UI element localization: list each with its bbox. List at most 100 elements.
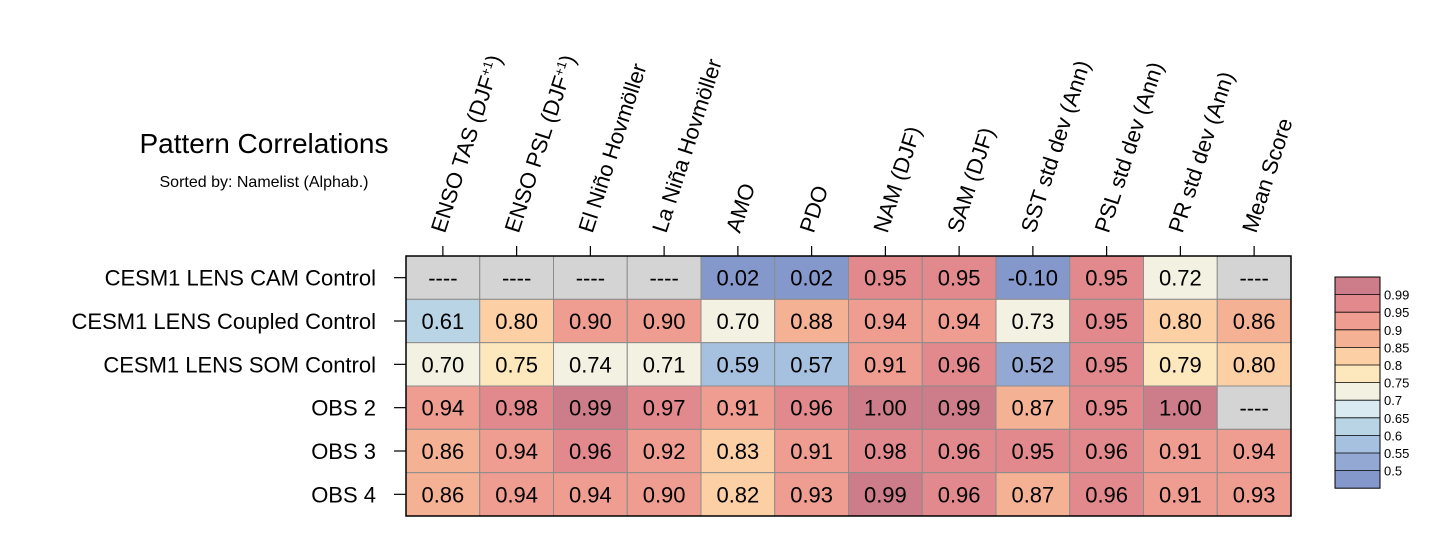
- heatmap-cell: [1143, 342, 1218, 387]
- heatmap-cell: [553, 385, 628, 430]
- heatmap-cell: [700, 298, 776, 344]
- heatmap-cell: [1069, 472, 1144, 517]
- cell-value-label: 0.73: [1011, 309, 1054, 334]
- heatmap-cell: [1216, 342, 1292, 387]
- heatmap-cell: [848, 298, 923, 344]
- colorbar-swatch: [1335, 294, 1380, 313]
- cell-value-label: 0.83: [716, 439, 759, 464]
- heatmap-cells: ---- ---- ---- ---- 0.02 0.02 0.95 0.95 -0.10 0.9…: [405, 255, 1292, 517]
- heatmap-cell: [553, 342, 628, 387]
- colorbar-label: 0.7: [1384, 393, 1402, 408]
- cell-value-label: 0.95: [1011, 439, 1054, 464]
- colorbar-swatch: [1335, 347, 1380, 365]
- row-label-cesm1-lens-som-control: CESM1 LENS SOM Control: [103, 352, 376, 377]
- colorbar-label: 0.5: [1384, 464, 1402, 479]
- cell-value-label: 0.70: [421, 352, 464, 377]
- cell-value-label: 0.95: [864, 266, 907, 291]
- cell-value-label: 0.88: [790, 309, 833, 334]
- colorbar-label: 0.99: [1384, 288, 1409, 303]
- column-headers: ENSO TAS (DJF+1)ENSO PSL (DJF+1)El Niño …: [426, 52, 1298, 256]
- column-header-enso-psl-djf-1: ENSO PSL (DJF+1): [500, 52, 581, 236]
- colorbar-swatch: [1335, 329, 1380, 348]
- heatmap-cell: [774, 255, 849, 300]
- heatmap-cell: [921, 472, 997, 517]
- column-header-enso-tas-djf-1: ENSO TAS (DJF+1): [426, 52, 507, 236]
- heatmap-cell: [848, 342, 923, 387]
- cell-value-label: 0.93: [1233, 482, 1276, 507]
- cell-value-label: 0.94: [421, 396, 464, 421]
- heatmap-cell: [479, 342, 554, 387]
- colorbar-swatch: [1335, 277, 1380, 295]
- cell-value-label: ----: [502, 266, 531, 291]
- cell-value-label: 0.59: [716, 352, 759, 377]
- cell-value-label: 1.00: [864, 396, 907, 421]
- cell-value-label: 0.93: [790, 482, 833, 507]
- cell-value-label: 0.57: [790, 352, 833, 377]
- cell-value-label: 0.94: [495, 482, 538, 507]
- cell-value-label: 0.86: [421, 439, 464, 464]
- cell-value-label: 0.70: [716, 309, 759, 334]
- cell-value-label: 0.87: [1011, 396, 1054, 421]
- colorbar-frame: [1334, 276, 1381, 489]
- cell-value-label: 0.86: [421, 482, 464, 507]
- column-header-nam-djf: NAM (DJF): [868, 123, 926, 235]
- cell-value-label: 1.00: [1159, 396, 1202, 421]
- cell-value-label: 0.96: [938, 352, 981, 377]
- row-label-obs-2: OBS 2: [311, 396, 376, 421]
- cell-value-label: 0.95: [938, 266, 981, 291]
- colorbar-swatch: [1335, 400, 1380, 418]
- cell-value-label: 0.82: [716, 482, 759, 507]
- colorbar-swatch: [1335, 470, 1380, 489]
- column-header-pdo: PDO: [795, 182, 834, 235]
- cell-value-label: ----: [576, 266, 605, 291]
- cell-value-label: 0.86: [1233, 309, 1276, 334]
- cell-value-label: 0.99: [569, 396, 612, 421]
- cell-value-label: 0.95: [1085, 266, 1128, 291]
- heatmap-cell: [626, 298, 702, 344]
- heatmap-cell: [1143, 385, 1218, 430]
- heatmap-cell: [921, 385, 997, 430]
- cell-value-label: ----: [1239, 396, 1268, 421]
- cell-value-label: 0.98: [864, 439, 907, 464]
- cell-value-label: 0.94: [938, 309, 981, 334]
- cell-value-label: 0.75: [495, 352, 538, 377]
- row-labels: CESM1 LENS CAM Control CESM1 LENS Coupled…: [72, 266, 406, 507]
- column-header-la-nina-hovmoller: La Niña Hovmöller: [647, 56, 727, 236]
- heatmap-cell: [1216, 255, 1292, 300]
- cell-value-label: 0.97: [643, 396, 686, 421]
- colorbar-label: 0.55: [1384, 446, 1409, 461]
- cell-value-label: 0.94: [864, 309, 907, 334]
- heatmap-cell: [626, 428, 702, 474]
- heatmap-cell: [774, 472, 849, 517]
- heatmap-cell: [553, 428, 628, 474]
- row-label-obs-3: OBS 3: [311, 439, 376, 464]
- cell-value-label: 0.90: [643, 482, 686, 507]
- row-label-obs-4: OBS 4: [311, 482, 376, 507]
- heatmap-cell: [479, 428, 554, 474]
- cell-value-label: 0.98: [495, 396, 538, 421]
- heatmap-cell: [995, 472, 1071, 517]
- cell-value-label: 0.87: [1011, 482, 1054, 507]
- heatmap-cell: [626, 385, 702, 430]
- cell-value-label: 0.91: [716, 396, 759, 421]
- cell-value-label: 0.95: [1085, 396, 1128, 421]
- heatmap-cell: [479, 472, 554, 517]
- row-label-cesm1-lens-cam-control: CESM1 LENS CAM Control: [105, 266, 376, 291]
- heatmap-cell: [553, 298, 628, 344]
- colorbar-label: 0.75: [1384, 376, 1409, 391]
- heatmap-cell: [1216, 472, 1292, 517]
- cell-value-label: ----: [428, 266, 457, 291]
- heatmap-cell: [1143, 298, 1218, 344]
- heatmap-cell: [921, 342, 997, 387]
- cell-value-label: 0.95: [1085, 352, 1128, 377]
- cell-value-label: 0.91: [1159, 439, 1202, 464]
- cell-value-label: 0.80: [495, 309, 538, 334]
- chart-subtitle: Sorted by: Namelist (Alphab.): [160, 174, 369, 191]
- heatmap-cell: [405, 298, 481, 344]
- cell-value-label: 0.96: [569, 439, 612, 464]
- cell-value-label: 0.96: [790, 396, 833, 421]
- cell-value-label: 0.99: [864, 482, 907, 507]
- row-label-cesm1-lens-coupled-control: CESM1 LENS Coupled Control: [72, 309, 376, 334]
- cell-value-label: 0.52: [1011, 352, 1054, 377]
